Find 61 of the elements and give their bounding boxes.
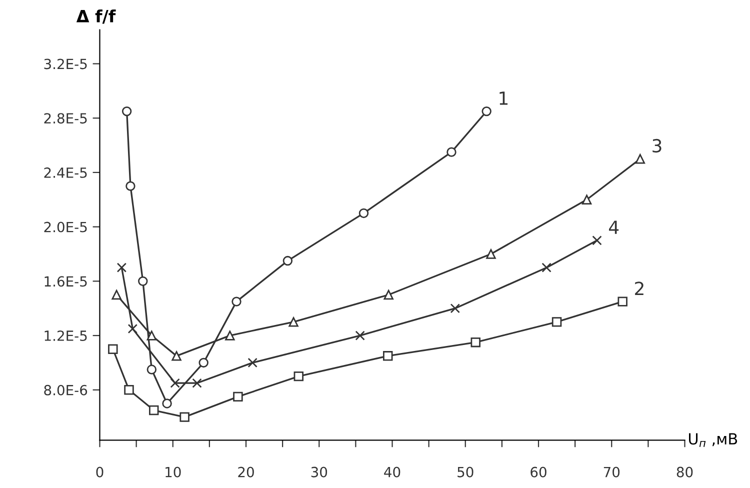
point: [162, 398, 172, 408]
point: [482, 106, 492, 116]
point: [446, 147, 456, 157]
y-tick-label: 2.0E-5: [44, 222, 87, 232]
x-tick-label: 70: [604, 466, 620, 478]
point: [294, 371, 304, 382]
series-label: 1: [500, 92, 508, 105]
y-axis-title: Δ f/f: [76, 10, 116, 24]
point: [282, 256, 293, 266]
point: [232, 296, 242, 306]
x-tick-label: 50: [458, 466, 474, 478]
point: [116, 262, 127, 272]
point: [126, 181, 136, 191]
point: [138, 276, 148, 286]
point: [383, 351, 393, 361]
point: [233, 392, 243, 402]
point: [128, 324, 138, 334]
series-label: 4: [608, 220, 619, 234]
point: [225, 330, 235, 340]
x-tick-label: 30: [311, 466, 328, 478]
point: [618, 296, 628, 306]
point: [170, 378, 180, 388]
x-tick-label: 10: [166, 466, 181, 478]
point: [450, 303, 460, 314]
point: [112, 290, 122, 300]
y-tick-label: 1.6E-5: [44, 276, 87, 287]
point: [635, 154, 646, 164]
series-label: 2: [635, 282, 644, 296]
x-tick-label: 40: [384, 466, 400, 478]
point: [355, 330, 365, 340]
point: [470, 337, 480, 348]
y-tick-label: 8.0E-6: [44, 384, 88, 396]
x-tick-label: 20: [238, 466, 254, 478]
point: [198, 358, 208, 368]
y-tick-label: 2.8E-5: [44, 113, 87, 124]
point: [122, 106, 132, 116]
x-tick-label: 60: [530, 466, 546, 478]
point: [288, 317, 298, 327]
point: [552, 317, 562, 327]
point: [358, 208, 369, 218]
point: [592, 236, 602, 246]
x-axis-title: U$_{п}$ ,мВ: [689, 433, 738, 447]
point: [192, 378, 202, 388]
point: [146, 364, 157, 374]
point: [180, 412, 190, 422]
y-tick-label: 1.2E-5: [44, 330, 87, 342]
point: [248, 358, 258, 368]
y-tick-label: 3.2E-5: [44, 58, 87, 70]
point: [384, 290, 394, 300]
y-tick-label: 2.4E-5: [44, 167, 87, 178]
series-label: 3: [652, 138, 662, 153]
point: [146, 330, 157, 340]
point: [108, 344, 118, 354]
point: [149, 405, 159, 416]
point: [172, 351, 182, 361]
point: [582, 194, 592, 204]
point: [542, 262, 552, 272]
x-tick-label: 0: [96, 466, 104, 478]
point: [486, 249, 496, 259]
point: [124, 385, 134, 395]
x-tick-label: 80: [676, 466, 693, 478]
